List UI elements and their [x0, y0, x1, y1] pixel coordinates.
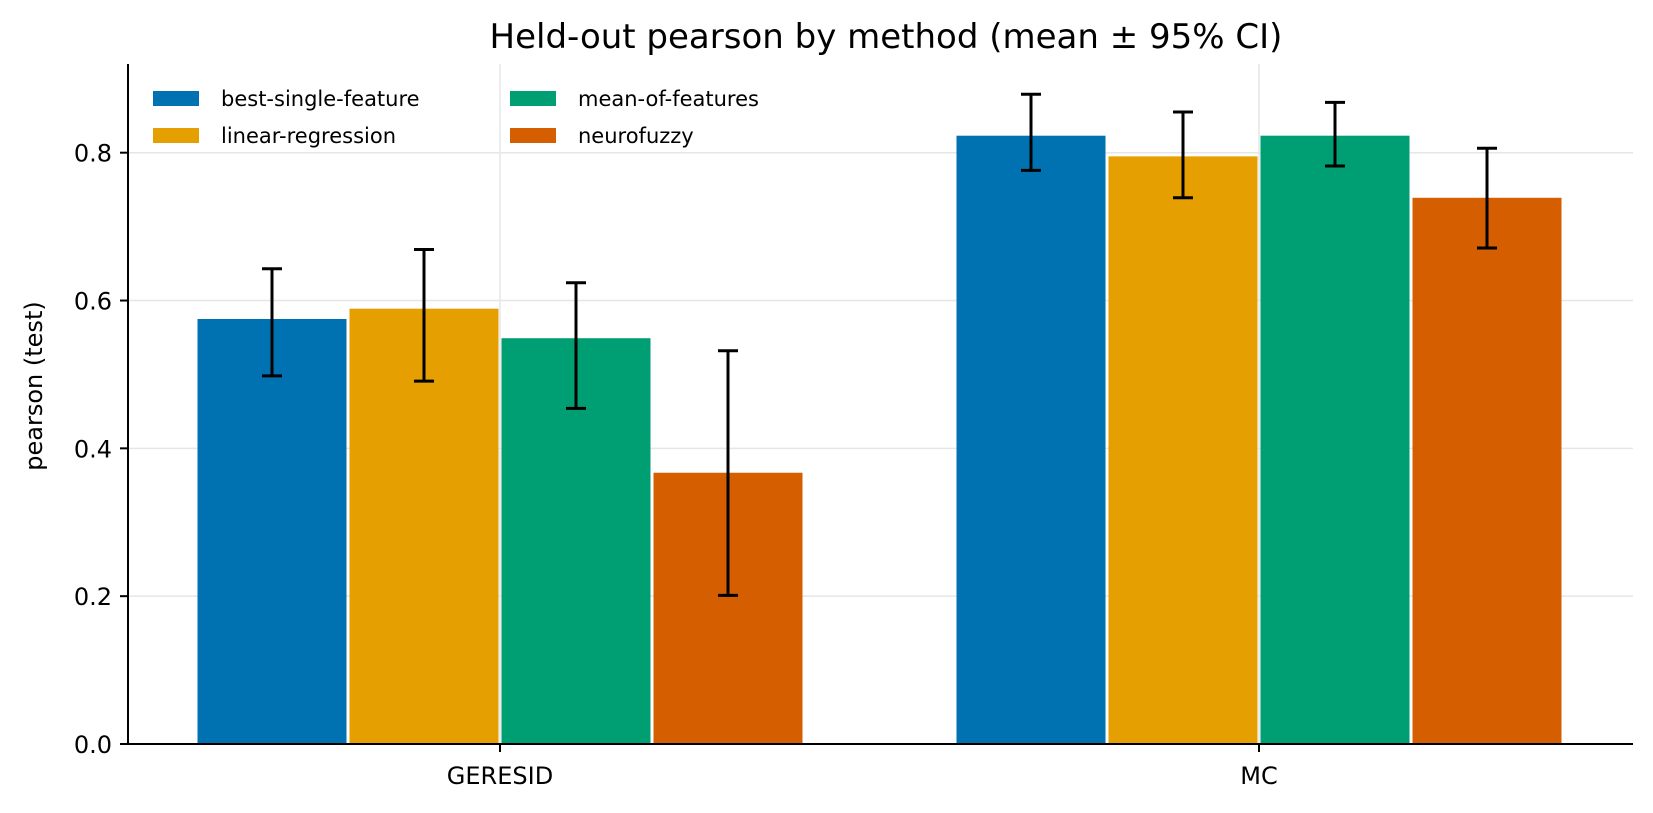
error-bar-linear-regression-MC [1173, 110, 1193, 200]
y-tick-label: 0.2 [74, 583, 112, 611]
y-axis-label: pearson (test) [20, 301, 48, 470]
y-tick-label: 0.6 [74, 288, 112, 316]
legend-label: best-single-feature [221, 87, 420, 111]
bar-best-single-feature-GERESID [197, 319, 347, 744]
error-bar-best-single-feature-MC [1021, 92, 1041, 172]
x-tick-label: GERESID [447, 762, 553, 790]
y-tick-label: 0.4 [74, 435, 112, 463]
chart-title: Held-out pearson by method (mean ± 95% C… [490, 17, 1283, 57]
error-bars [262, 92, 1497, 597]
bar-linear-regression-MC [1108, 156, 1258, 745]
legend-item-best-single-feature: best-single-feature [153, 87, 420, 111]
legend-label: neurofuzzy [578, 124, 694, 148]
bar-best-single-feature-MC [956, 135, 1106, 744]
legend-swatch [510, 91, 556, 106]
error-bar-neurofuzzy-GERESID [718, 349, 738, 597]
error-bar-mean-of-features-GERESID [566, 281, 586, 410]
legend-label: mean-of-features [578, 87, 759, 111]
legend-item-neurofuzzy: neurofuzzy [510, 124, 694, 148]
legend-item-mean-of-features: mean-of-features [510, 87, 759, 111]
bar-mean-of-features-MC [1260, 135, 1410, 744]
legend: best-single-feature mean-of-features linea… [153, 87, 759, 148]
error-bar-best-single-feature-GERESID [262, 267, 282, 378]
legend-swatch [510, 128, 556, 143]
legend-label: linear-regression [221, 124, 396, 148]
x-tick-label: MC [1240, 762, 1277, 790]
legend-swatch [153, 128, 199, 143]
error-bar-neurofuzzy-MC [1477, 146, 1497, 250]
legend-item-linear-regression: linear-regression [153, 124, 396, 148]
error-bar-mean-of-features-MC [1325, 100, 1345, 168]
axes: 0.0 0.2 0.4 0.6 0.8 GERESID MC [74, 64, 1633, 790]
y-tick-label: 0.8 [74, 140, 112, 168]
bar-neurofuzzy-MC [1412, 197, 1562, 745]
legend-swatch [153, 91, 199, 106]
bars [197, 135, 1562, 745]
y-tick-label: 0.0 [74, 731, 112, 759]
error-bar-linear-regression-GERESID [414, 248, 434, 383]
